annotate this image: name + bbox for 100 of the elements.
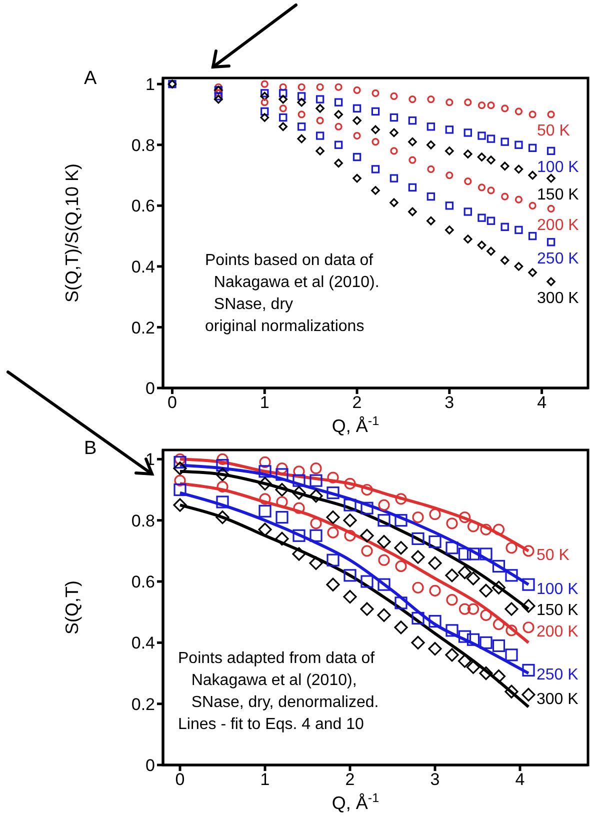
point	[309, 556, 323, 570]
point	[492, 560, 506, 573]
point	[546, 146, 556, 156]
x-tick-label: 2	[352, 393, 362, 412]
point	[174, 456, 186, 469]
point	[334, 83, 342, 91]
y-tick-label: 1	[146, 75, 155, 94]
point	[292, 547, 306, 561]
point	[478, 132, 486, 140]
point	[522, 599, 536, 613]
point	[458, 654, 472, 668]
point	[446, 98, 454, 106]
point	[260, 107, 269, 116]
point	[334, 122, 342, 130]
point	[486, 134, 496, 143]
point	[378, 514, 390, 527]
point	[344, 478, 356, 490]
point	[522, 688, 536, 702]
point	[500, 256, 510, 265]
point	[446, 594, 458, 606]
point	[216, 496, 229, 508]
point	[487, 102, 495, 110]
point	[446, 624, 458, 637]
point	[463, 150, 472, 158]
point	[275, 532, 289, 546]
x-tick-label: 4	[515, 770, 525, 790]
series-label: 250 K	[537, 250, 580, 268]
chart-title: A	[84, 68, 97, 89]
point	[546, 277, 556, 286]
point	[344, 498, 356, 512]
point	[316, 132, 324, 140]
point	[260, 80, 268, 88]
point	[258, 465, 272, 478]
point	[428, 642, 442, 656]
series-label: 200 K	[537, 216, 580, 234]
point	[411, 636, 425, 650]
point	[427, 165, 435, 173]
point	[216, 480, 228, 492]
annotation: Points based on data of Nakagawa et al (2010). SNase, dry original normalizations	[205, 251, 380, 337]
point	[487, 186, 495, 194]
y-tick-label: 0	[146, 379, 155, 398]
point	[466, 548, 480, 560]
point	[429, 508, 441, 520]
x-axis-title: Q, Å$^{-1}$	[332, 791, 380, 813]
point	[464, 178, 472, 186]
point	[486, 246, 496, 256]
point	[316, 116, 324, 124]
point	[479, 666, 493, 680]
point	[361, 484, 373, 496]
point	[458, 566, 472, 580]
series-label: 150 K	[536, 602, 579, 620]
point	[546, 174, 556, 183]
point	[477, 240, 486, 250]
point	[278, 94, 288, 104]
point	[458, 548, 472, 560]
point	[334, 110, 343, 119]
point	[372, 138, 380, 146]
series-label: 50 K	[537, 122, 570, 140]
point	[297, 92, 306, 100]
point	[395, 493, 407, 505]
point	[492, 639, 506, 652]
point	[344, 530, 356, 542]
point	[411, 550, 425, 564]
point	[427, 95, 435, 104]
point	[361, 545, 373, 557]
point	[276, 462, 288, 474]
point	[326, 510, 340, 524]
point	[258, 476, 272, 490]
point	[316, 104, 324, 113]
point	[326, 486, 340, 500]
point	[216, 458, 229, 472]
point	[412, 532, 424, 545]
point	[173, 498, 187, 512]
point	[390, 113, 398, 122]
point	[467, 603, 480, 615]
point	[505, 569, 518, 582]
point	[522, 664, 535, 676]
point	[445, 126, 454, 134]
point	[466, 572, 480, 586]
point	[522, 545, 534, 557]
point	[528, 268, 537, 277]
y-axis-title: S(Q,T)	[62, 580, 82, 634]
series-label: 300 K	[537, 290, 580, 307]
point	[408, 95, 416, 104]
y-tick-label: 0.8	[131, 511, 155, 530]
point	[463, 234, 472, 244]
point	[371, 165, 380, 174]
point	[479, 584, 493, 598]
point	[500, 162, 510, 171]
point	[343, 590, 357, 604]
point	[327, 526, 339, 538]
point	[214, 89, 222, 97]
point	[279, 113, 288, 122]
point	[464, 208, 472, 216]
point	[480, 636, 492, 649]
point	[378, 499, 390, 511]
point	[260, 113, 270, 122]
series-label: 100 K	[536, 580, 579, 598]
point	[258, 522, 272, 536]
point	[504, 684, 518, 698]
